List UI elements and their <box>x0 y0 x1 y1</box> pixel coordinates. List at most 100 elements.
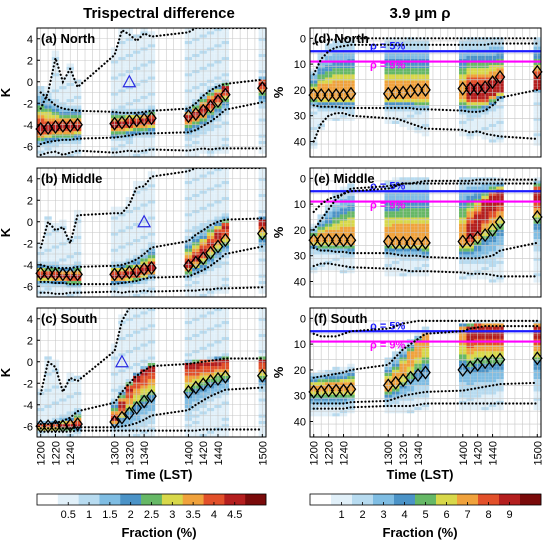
median-marker <box>50 267 61 282</box>
y-tick-label: 0 <box>27 357 33 369</box>
panel-0: -6 -4 -2 0 2 4 K (a) North <box>0 27 268 158</box>
percentile-line-extreme-max <box>312 402 539 410</box>
colorbar-tick-label: 3 <box>169 509 175 521</box>
colorbar-swatch <box>331 494 353 505</box>
reference-line-label: ρ = 5% <box>370 321 405 333</box>
percentile-line-p-lower <box>312 88 539 114</box>
median-marker <box>494 352 506 367</box>
colorbar-swatch <box>478 494 500 505</box>
colorbar-tick-label: 2 <box>128 509 134 521</box>
percentile-line-extreme-min <box>312 178 539 213</box>
median-marker <box>487 222 498 238</box>
percentile-line-p-upper <box>312 325 539 379</box>
median-marker <box>330 383 342 398</box>
median-marker <box>345 233 357 248</box>
median-marker <box>487 75 498 90</box>
panel-label: (c) South <box>41 311 97 326</box>
median-marker <box>494 69 506 85</box>
median-marker <box>323 233 334 248</box>
x-tick-label: 1200 <box>36 441 48 465</box>
colorbar-tick-label: 8 <box>485 509 491 521</box>
triangle-marker <box>114 354 129 368</box>
median-marker <box>457 81 469 96</box>
y-tick-label: 0 <box>27 77 33 89</box>
x-tick-label: 1320 <box>124 441 136 465</box>
x-tick-label: 1440 <box>488 441 500 465</box>
median-marker <box>42 419 54 434</box>
median-marker <box>50 419 61 434</box>
triangle-marker <box>137 214 152 228</box>
median-marker <box>116 410 128 425</box>
median-marker <box>308 87 320 103</box>
y-tick-label: 40 <box>294 277 306 289</box>
median-marker <box>57 118 69 133</box>
median-marker <box>397 235 409 250</box>
colorbar-left: 0.5 1 1.5 2 2.5 3 3.5 4 4.5 <box>36 493 267 521</box>
plot-frame <box>36 27 267 158</box>
colorbar-tick-label: 0.5 <box>61 509 76 521</box>
x-tick-label: 1220 <box>324 441 336 465</box>
median-marker <box>57 267 69 282</box>
median-marker <box>220 87 231 102</box>
colorbar-swatch <box>120 494 142 505</box>
y-axis-label: % <box>271 366 286 378</box>
x-tick-label: 1340 <box>139 441 151 465</box>
median-marker <box>323 383 334 398</box>
median-marker <box>190 255 202 270</box>
y-tick-label: 30 <box>294 111 306 123</box>
y-tick-label: 0 <box>300 33 306 45</box>
median-marker <box>124 406 135 421</box>
median-marker <box>205 99 216 114</box>
x-tick-label: 1420 <box>473 441 485 465</box>
colorbar-swatch <box>78 494 100 505</box>
panel-3: ρ = 5% ρ = 9% 0 10 20 30 40% (d) North <box>271 27 543 158</box>
median-marker <box>220 369 231 384</box>
median-marker <box>308 233 320 248</box>
y-tick-label: -2 <box>23 98 33 110</box>
y-tick-label: 2 <box>27 335 33 347</box>
y-axis-label: K <box>0 87 13 97</box>
percentile-line-p-upper <box>312 182 539 231</box>
colorbar-right: 1 2 3 4 5 6 7 8 9 <box>309 493 542 521</box>
y-tick-label: 0 <box>300 173 306 185</box>
median-marker <box>315 233 327 248</box>
colorbar-swatch <box>203 494 225 505</box>
median-marker <box>197 103 209 118</box>
colorbar-swatch <box>520 494 542 505</box>
colorbar-tick-label: 4 <box>401 509 407 521</box>
median-marker <box>72 417 83 432</box>
colorbar-swatch <box>182 494 204 505</box>
colorbar-swatch <box>373 494 395 505</box>
x-tick-label: 1200 <box>309 441 321 465</box>
median-marker <box>479 80 491 95</box>
median-marker <box>420 235 431 250</box>
median-marker <box>323 87 334 103</box>
median-marker <box>420 82 431 98</box>
y-tick-label: 4 <box>27 34 33 46</box>
x-axis-label-right: Time (LST) <box>387 467 454 482</box>
plot-frame <box>309 307 542 438</box>
y-tick-label: 30 <box>294 251 306 263</box>
colorbar-right-label: Fraction (%) <box>382 525 457 540</box>
y-axis-label: K <box>0 367 13 377</box>
colorbar-tick-label: 1 <box>86 509 92 521</box>
colorbar-swatch <box>310 494 332 505</box>
x-tick-label: 1300 <box>383 441 395 465</box>
y-tick-label: 0 <box>300 313 306 325</box>
percentile-line-p-upper <box>312 42 539 76</box>
colorbar-swatch <box>394 494 416 505</box>
percentile-line-p-lower <box>39 386 264 430</box>
x-tick-label: 1340 <box>413 441 425 465</box>
colorbar-left-label: Fraction (%) <box>121 525 196 540</box>
y-tick-label: 20 <box>294 365 306 377</box>
y-tick-label: 0 <box>27 217 33 229</box>
colorbar-tick-label: 3 <box>380 509 386 521</box>
x-tick-label: 1500 <box>257 441 269 465</box>
y-tick-label: 10 <box>294 199 306 211</box>
triangle-marker <box>122 74 137 88</box>
panel-1: -6 -4 -2 0 2 4 K (b) Middle <box>0 167 268 298</box>
left-column-title: Trispectral difference <box>83 5 235 22</box>
colorbar-swatch <box>436 494 458 505</box>
